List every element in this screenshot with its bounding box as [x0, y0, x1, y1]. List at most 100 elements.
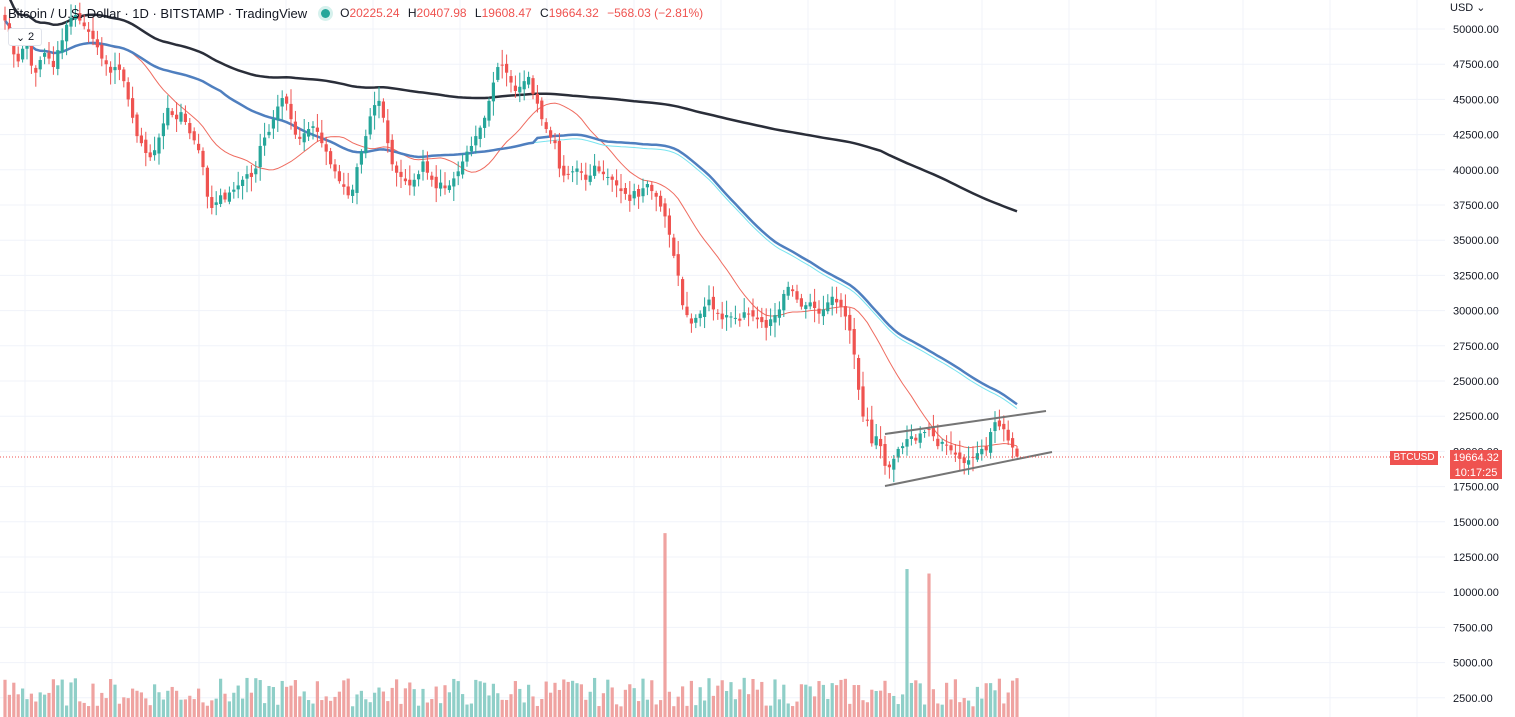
candle-body[interactable] [839, 299, 843, 307]
candle-body[interactable] [104, 60, 108, 65]
candle-body[interactable] [390, 139, 394, 165]
candle-body[interactable] [386, 120, 390, 144]
candle-body[interactable] [703, 306, 707, 317]
candle-body[interactable] [742, 312, 746, 318]
candle-body[interactable] [769, 319, 773, 327]
candle-body[interactable] [223, 192, 227, 200]
candle-body[interactable] [245, 174, 249, 179]
candle-body[interactable] [773, 315, 777, 323]
candle-body[interactable] [100, 44, 104, 59]
channel-lower-trendline[interactable] [884, 451, 1053, 487]
candle-body[interactable] [113, 67, 117, 71]
candle-body[interactable] [830, 296, 834, 306]
candle-body[interactable] [927, 428, 931, 430]
candle-body[interactable] [557, 140, 561, 169]
candle-body[interactable] [139, 135, 143, 144]
candle-body[interactable] [795, 291, 799, 300]
candle-body[interactable] [826, 302, 830, 312]
candle-body[interactable] [601, 171, 605, 175]
candle-body[interactable] [434, 176, 438, 189]
candle-body[interactable] [69, 17, 73, 27]
candle-body[interactable] [967, 460, 971, 465]
candle-body[interactable] [945, 444, 949, 446]
candle-body[interactable] [87, 29, 91, 32]
candle-body[interactable] [337, 171, 341, 182]
candle-body[interactable] [689, 318, 693, 324]
candle-body[interactable] [509, 76, 513, 83]
candle-body[interactable] [461, 161, 465, 175]
candle-body[interactable] [157, 137, 161, 154]
candle-body[interactable] [865, 419, 869, 421]
candle-body[interactable] [685, 306, 689, 316]
candle-body[interactable] [821, 309, 825, 317]
candle-body[interactable] [170, 111, 174, 115]
candle-body[interactable] [214, 202, 218, 205]
candle-body[interactable] [236, 185, 240, 190]
candle-body[interactable] [694, 317, 698, 323]
candle-body[interactable] [403, 178, 407, 182]
candle-body[interactable] [923, 432, 927, 434]
candle-body[interactable] [808, 302, 812, 307]
candle-body[interactable] [82, 22, 86, 27]
candle-body[interactable] [430, 175, 434, 180]
candle-body[interactable] [720, 313, 724, 320]
candle-body[interactable] [993, 422, 997, 432]
candle-body[interactable] [65, 24, 69, 42]
candle-body[interactable] [267, 131, 271, 136]
candle-body[interactable] [628, 194, 632, 201]
candle-body[interactable] [949, 445, 953, 451]
candle-body[interactable] [487, 100, 491, 121]
candle-body[interactable] [135, 114, 139, 137]
candle-body[interactable] [931, 428, 935, 437]
candle-body[interactable] [91, 30, 95, 39]
candle-body[interactable] [7, 23, 11, 32]
candle-body[interactable] [364, 136, 368, 154]
candle-body[interactable] [760, 317, 764, 323]
candle-body[interactable] [650, 184, 654, 192]
symbol-title[interactable]: Bitcoin / U.S. Dollar · 1D · BITSTAMP · … [8, 5, 308, 21]
candle-body[interactable] [329, 151, 333, 165]
candle-body[interactable] [153, 150, 157, 156]
candle-body[interactable] [421, 161, 425, 172]
candle-body[interactable] [641, 188, 645, 197]
candle-body[interactable] [179, 112, 183, 122]
candle-body[interactable] [51, 60, 55, 68]
candle-body[interactable] [29, 44, 33, 66]
candle-body[interactable] [522, 81, 526, 90]
candle-body[interactable] [940, 441, 944, 444]
candle-body[interactable] [205, 167, 209, 197]
candle-body[interactable] [527, 76, 531, 85]
candle-body[interactable] [271, 119, 275, 129]
candle-body[interactable] [914, 437, 918, 441]
candle-body[interactable] [566, 173, 570, 175]
candle-body[interactable] [962, 457, 966, 464]
candle-body[interactable] [188, 123, 192, 134]
candle-body[interactable] [175, 114, 179, 120]
candle-body[interactable] [443, 185, 447, 189]
candle-body[interactable] [813, 301, 817, 309]
candle-body[interactable] [16, 53, 20, 62]
candle-body[interactable] [491, 82, 495, 102]
candle-body[interactable] [513, 85, 517, 92]
candle-body[interactable] [254, 168, 258, 175]
candle-body[interactable] [311, 126, 315, 128]
candle-body[interactable] [197, 143, 201, 151]
price-axis[interactable]: 50000.00 47500.00 45000.00 42500.00 40000.00… [1445, 0, 1515, 717]
candle-body[interactable] [535, 93, 539, 104]
candle-body[interactable] [817, 308, 821, 314]
candle-body[interactable] [249, 172, 253, 177]
candle-body[interactable] [883, 444, 887, 466]
candle-body[interactable] [201, 150, 205, 168]
candle-body[interactable] [333, 164, 337, 172]
candle-body[interactable] [469, 145, 473, 152]
candle-body[interactable] [263, 137, 267, 146]
candle-body[interactable] [843, 306, 847, 317]
candle-body[interactable] [417, 174, 421, 180]
candle-body[interactable] [835, 298, 839, 303]
candle-body[interactable] [747, 313, 751, 315]
ma-50-line[interactable] [4, 19, 1018, 406]
candle-body[interactable] [540, 100, 544, 120]
candle-body[interactable] [210, 197, 214, 208]
candle-body[interactable] [377, 100, 381, 106]
candle-body[interactable] [161, 123, 165, 137]
